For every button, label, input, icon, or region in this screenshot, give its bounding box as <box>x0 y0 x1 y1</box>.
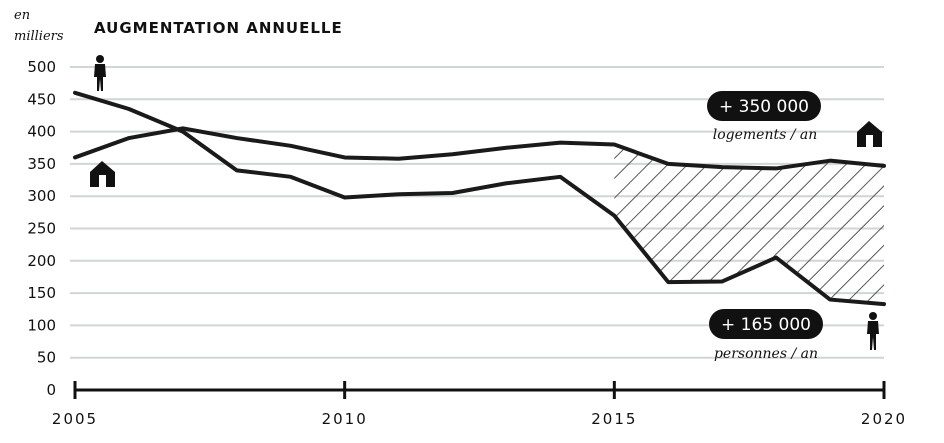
person-icon <box>867 312 879 350</box>
y-axis: 0 50 100 150 200 250 300 350 400 450 500 <box>27 58 56 399</box>
x-tick-label: 2010 <box>322 410 368 428</box>
y-tick-label: 100 <box>27 316 56 334</box>
y-tick-label: 200 <box>27 252 56 270</box>
logements-badge-label: logements / an <box>713 127 818 143</box>
gridlines <box>70 66 884 359</box>
personnes-badge-label: personnes / an <box>714 346 818 362</box>
series-line-personnes <box>73 90 886 307</box>
logements-badge <box>707 91 821 121</box>
x-tick-label: 2015 <box>591 410 637 428</box>
chart-title: AUGMENTATION ANNUELLE <box>94 19 343 37</box>
logements-annotation: + 350 000 logements / an <box>707 91 821 143</box>
y-tick-label: 500 <box>27 58 56 76</box>
personnes-annotation: + 165 000 personnes / an <box>709 309 823 362</box>
y-tick-label: 150 <box>27 284 56 302</box>
y-tick-label: 0 <box>46 381 56 399</box>
y-tick-label: 350 <box>27 155 56 173</box>
unit-label-line2: milliers <box>14 29 64 44</box>
hatched-gap-area <box>614 144 884 305</box>
personnes-badge-value: + 165 000 <box>721 315 811 335</box>
personnes-badge <box>709 309 823 339</box>
x-axis: 2005 2010 2015 2020 <box>52 381 907 428</box>
y-tick-label: 450 <box>27 90 56 108</box>
unit-label-line1: en <box>14 8 30 23</box>
house-icon <box>857 121 882 147</box>
y-tick-label: 300 <box>27 187 56 205</box>
series-lines <box>73 90 886 307</box>
x-tick-label: 2020 <box>861 410 907 428</box>
y-tick-label: 400 <box>27 123 56 141</box>
y-tick-label: 50 <box>37 349 56 367</box>
series-line-logements <box>73 126 886 171</box>
hatched-gap <box>614 144 884 305</box>
person-icon <box>94 55 106 91</box>
x-tick-label: 2005 <box>52 410 98 428</box>
house-icon <box>90 161 115 187</box>
y-tick-label: 250 <box>27 220 56 238</box>
logements-badge-value: + 350 000 <box>719 97 809 117</box>
